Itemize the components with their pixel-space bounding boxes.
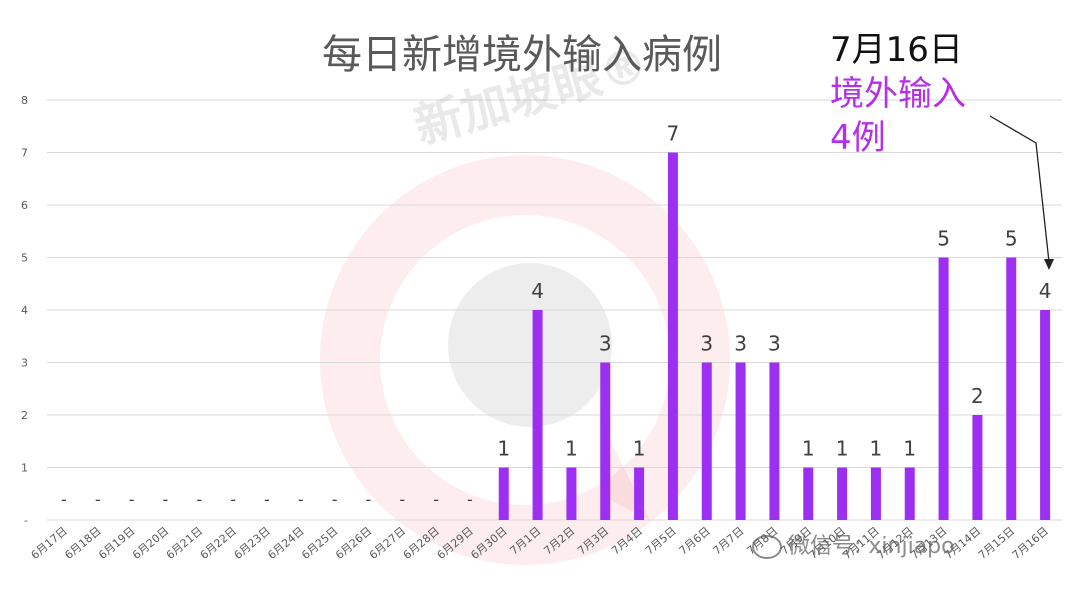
wechat-account: 微信号: xinjiapo <box>788 534 955 559</box>
x-tick-label: 7月6日 <box>677 524 713 557</box>
data-label: 4 <box>531 279 544 303</box>
data-label: 2 <box>971 384 984 408</box>
wechat-watermark: 微信号: xinjiapo <box>752 528 955 560</box>
bar <box>803 467 814 520</box>
bar <box>1006 257 1017 520</box>
x-tick-label: 7月15日 <box>976 524 1017 562</box>
bar <box>667 152 678 520</box>
data-label: - <box>264 490 270 509</box>
bar <box>634 467 645 520</box>
chart-title: 每日新增境外输入病例 <box>322 32 722 78</box>
y-tick-label: 8 <box>21 94 28 107</box>
x-tick-label: 7月7日 <box>711 524 747 557</box>
grid-lines <box>47 99 1062 521</box>
y-tick-label: 6 <box>21 199 28 212</box>
data-label: - <box>163 490 169 509</box>
data-label: 1 <box>870 437 883 461</box>
bar <box>837 467 848 520</box>
x-tick-label: 6月21日 <box>164 524 205 562</box>
data-label: - <box>61 490 67 509</box>
data-label: - <box>129 490 135 509</box>
data-label: 1 <box>633 437 646 461</box>
data-label: 1 <box>565 437 578 461</box>
bar <box>735 362 746 520</box>
data-label: 3 <box>734 332 747 356</box>
y-tick-label: 4 <box>21 304 28 317</box>
bar <box>600 362 611 520</box>
data-label: 1 <box>497 437 510 461</box>
data-label: 7 <box>667 122 680 146</box>
y-tick-label: 2 <box>21 409 28 422</box>
x-tick-label: 6月24日 <box>265 524 306 562</box>
y-tick-label: - <box>24 514 28 527</box>
callout-arrow <box>989 115 1054 270</box>
bar <box>870 467 881 520</box>
x-tick-label: 7月5日 <box>643 524 679 557</box>
watermark <box>320 155 730 565</box>
y-tick-label: 5 <box>21 252 28 265</box>
x-tick-label: 6月20日 <box>130 524 171 562</box>
data-label: 1 <box>836 437 849 461</box>
data-label: 3 <box>599 332 612 356</box>
bar <box>972 415 983 520</box>
x-tick-label: 6月23日 <box>232 524 273 562</box>
data-label: - <box>433 490 439 509</box>
bars <box>498 152 1051 520</box>
data-label: 1 <box>802 437 815 461</box>
y-axis: - 1 2 3 4 5 6 7 8 <box>21 94 28 527</box>
x-tick-label: 6月19日 <box>96 524 137 562</box>
bar <box>904 467 915 520</box>
data-label: 1 <box>903 437 916 461</box>
bar <box>1040 310 1051 520</box>
bar <box>532 310 543 520</box>
x-tick-label: 7月16日 <box>1010 524 1051 562</box>
data-label: 3 <box>768 332 781 356</box>
data-label: - <box>298 490 304 509</box>
bar <box>566 467 577 520</box>
callout-date: 7月16日 <box>830 30 963 70</box>
data-label: 4 <box>1039 279 1052 303</box>
x-tick-label: 6月17日 <box>29 524 70 562</box>
y-tick-label: 3 <box>21 357 28 370</box>
data-label: - <box>467 490 473 509</box>
data-label: - <box>332 490 338 509</box>
x-tick-label: 6月26日 <box>333 524 374 562</box>
callout-line-1: 境外输入 <box>830 74 966 114</box>
bar <box>701 362 712 520</box>
wechat-icon <box>752 535 782 559</box>
x-tick-label: 6月25日 <box>299 524 340 562</box>
y-tick-label: 7 <box>21 147 28 160</box>
bar <box>938 257 949 520</box>
bar <box>769 362 780 520</box>
data-label: - <box>399 490 405 509</box>
y-tick-label: 1 <box>21 462 28 475</box>
data-label: 3 <box>700 332 713 356</box>
bar <box>498 467 509 520</box>
x-tick-label: 6月22日 <box>198 524 239 562</box>
callout-line-2: 4例 <box>830 118 886 158</box>
data-label: 5 <box>1005 227 1018 251</box>
data-label: 5 <box>937 227 950 251</box>
callout-annotation: 7月16日 境外输入 4例 <box>830 28 966 160</box>
data-label: - <box>196 490 202 509</box>
x-tick-label: 6月18日 <box>62 524 103 562</box>
data-label: - <box>230 490 236 509</box>
data-label: - <box>366 490 372 509</box>
data-label: - <box>95 490 101 509</box>
x-tick-label: 6月27日 <box>367 524 408 562</box>
